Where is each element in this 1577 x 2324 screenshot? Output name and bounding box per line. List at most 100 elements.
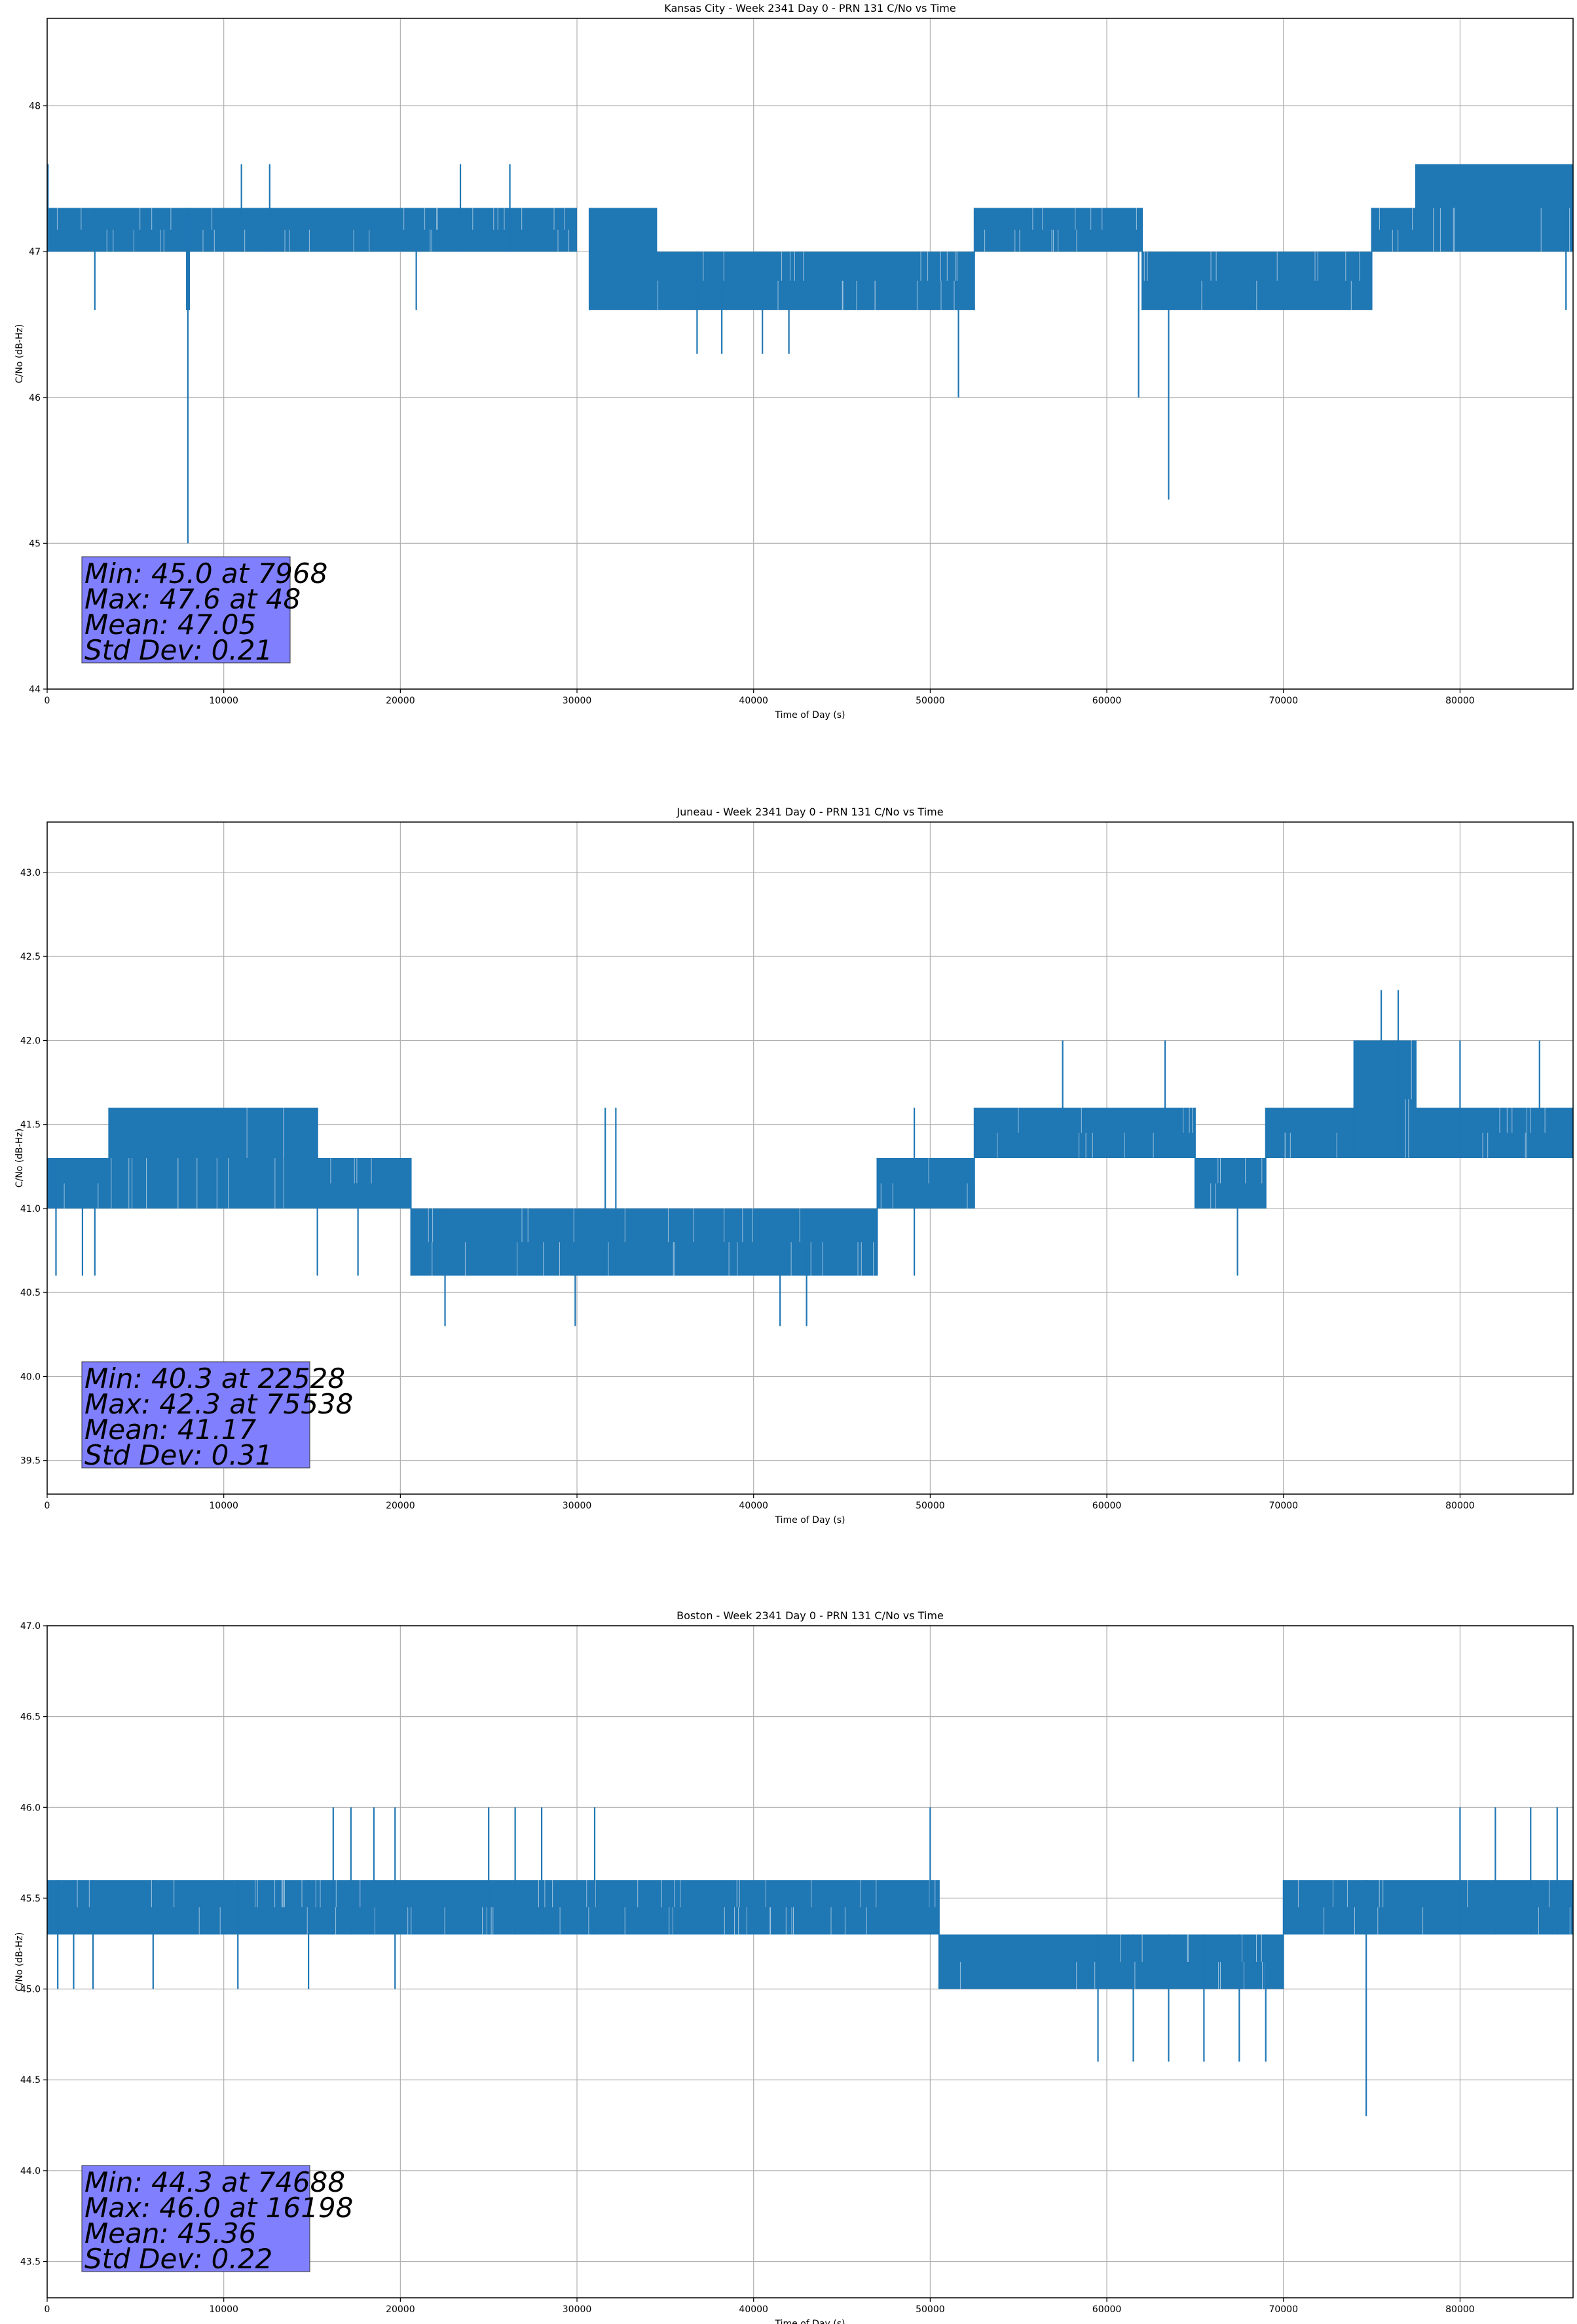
x-tick-label: 70000 [1269, 696, 1298, 706]
axes-frame [46, 18, 1574, 690]
stats-line: Mean: 45.36 [84, 2217, 256, 2249]
x-tick-label: 80000 [1445, 2304, 1475, 2315]
series-band-texture [1405, 1040, 1412, 1158]
y-tick-label: 42.0 [20, 1036, 41, 1046]
series-line [47, 1807, 1573, 2116]
x-tick-label: 30000 [563, 1501, 592, 1511]
x-tick-label: 10000 [209, 2304, 238, 2315]
series-band-texture [77, 1880, 936, 1935]
y-tick-label: 44.5 [20, 2075, 41, 2086]
stats-box [81, 556, 291, 664]
series-band-texture [997, 1108, 1193, 1158]
x-tick-label: 20000 [386, 1501, 415, 1511]
y-tick-label: 43.0 [20, 868, 41, 878]
series-band-segment [1195, 1158, 1266, 1209]
y-tick-label: 41.5 [20, 1120, 41, 1131]
x-tick-label: 30000 [563, 696, 592, 706]
chart-panel-1: 0 10000 20000 30000 40000 50000 60000 70000 8000… [14, 806, 1574, 1526]
x-tick-label: 60000 [1092, 696, 1122, 706]
x-tick-label: 0 [45, 2304, 50, 2315]
series-line [47, 164, 1573, 544]
x-tick-label: 20000 [386, 2304, 415, 2315]
chart-title: Kansas City - Week 2341 Day 0 - PRN 131 … [664, 2, 955, 14]
x-axis-label: Time of Day (s) [775, 2319, 845, 2324]
x-tick-label: 10000 [209, 1501, 238, 1511]
x-axis-label: Time of Day (s) [775, 710, 845, 721]
x-axis-label: Time of Day (s) [775, 1515, 845, 1526]
series-band-segment [317, 1158, 411, 1209]
x-tick-label: 60000 [1092, 1501, 1122, 1511]
y-tick-label: 48 [29, 102, 41, 112]
chart-title: Boston - Week 2341 Day 0 - PRN 131 C/No … [677, 1609, 944, 1622]
y-tick-label: 47 [29, 247, 41, 257]
series-band-segment [877, 1158, 974, 1209]
series-band-segment [1283, 1880, 1573, 1935]
series-band-texture [1297, 1880, 1570, 1935]
x-tick-label: 60000 [1092, 2304, 1122, 2315]
series-band-texture [880, 1158, 968, 1209]
y-tick-label: 45 [29, 538, 41, 549]
series-band-segment [1415, 1108, 1573, 1158]
x-tick-label: 50000 [916, 2304, 945, 2315]
stats-line: Std Dev: 0.31 [84, 1439, 272, 1471]
series-line [47, 990, 1573, 1326]
x-tick-label: 80000 [1445, 696, 1475, 706]
axes-frame [46, 1625, 1574, 2298]
y-tick-label: 40.0 [20, 1372, 41, 1382]
y-tick-label: 46.5 [20, 1712, 41, 1723]
y-tick-label: 40.5 [20, 1288, 41, 1298]
y-tick-label: 44 [29, 684, 41, 695]
stats-line: Max: 42.3 at 75538 [84, 1388, 353, 1420]
x-tick-label: 40000 [739, 1501, 768, 1511]
y-axis-label: C/No (dB-Hz) [14, 324, 25, 383]
stats-line: Mean: 47.05 [84, 609, 256, 641]
series-band-segment [938, 1934, 1284, 1989]
y-tick-label: 46 [29, 393, 41, 403]
x-tick-label: 50000 [916, 1501, 945, 1511]
y-tick-label: 42.5 [20, 952, 41, 962]
x-tick-label: 0 [45, 696, 50, 706]
series-band-segment [47, 1158, 109, 1209]
series-band-texture [1284, 1133, 1337, 1158]
series-band-segment [656, 252, 974, 310]
chart-panel-0: 0 10000 20000 30000 40000 50000 60000 70000 8000… [14, 2, 1574, 721]
series-band-texture [658, 252, 957, 310]
x-tick-label: 40000 [739, 2304, 768, 2315]
chart-panel-2: 0 10000 20000 30000 40000 50000 60000 70000 8000… [14, 1609, 1574, 2324]
chart-title: Juneau - Week 2341 Day 0 - PRN 131 C/No … [676, 806, 943, 818]
series-band-texture [1143, 252, 1360, 310]
x-tick-label: 10000 [209, 696, 238, 706]
series-band-segment [589, 208, 657, 310]
series-band-texture [56, 208, 172, 252]
series-band-texture [1379, 208, 1413, 252]
stats-box [81, 2165, 310, 2272]
stats-line: Min: 44.3 at 74688 [84, 2166, 345, 2198]
y-tick-label: 41.0 [20, 1204, 41, 1214]
y-tick-label: 46.0 [20, 1803, 41, 1813]
series-band-segment [1265, 1108, 1354, 1158]
stats-line: Std Dev: 0.21 [84, 634, 272, 666]
series-band-texture [111, 1108, 284, 1209]
x-tick-label: 20000 [386, 696, 415, 706]
x-tick-label: 80000 [1445, 1501, 1475, 1511]
y-axis-label: C/No (dB-Hz) [14, 1129, 25, 1188]
stats-line: Max: 47.6 at 48 [84, 583, 301, 615]
x-tick-label: 70000 [1269, 2304, 1298, 2315]
stats-line: Min: 40.3 at 22528 [84, 1362, 345, 1395]
series-band-segment [1354, 1040, 1416, 1158]
stats-box [81, 1361, 310, 1469]
series-band-texture [1482, 1108, 1546, 1158]
x-tick-label: 0 [45, 1501, 50, 1511]
y-tick-label: 39.5 [20, 1456, 41, 1467]
series-band-texture [1210, 1158, 1263, 1209]
y-tick-label: 47.0 [20, 1621, 41, 1632]
series-band-texture [64, 1183, 99, 1209]
y-tick-label: 45.0 [20, 1985, 41, 1995]
y-tick-label: 43.5 [20, 2257, 41, 2268]
y-tick-label: 44.0 [20, 2166, 41, 2177]
y-tick-label: 45.5 [20, 1894, 41, 1904]
x-tick-label: 70000 [1269, 1501, 1298, 1511]
x-tick-label: 40000 [739, 696, 768, 706]
x-tick-label: 30000 [563, 2304, 592, 2315]
